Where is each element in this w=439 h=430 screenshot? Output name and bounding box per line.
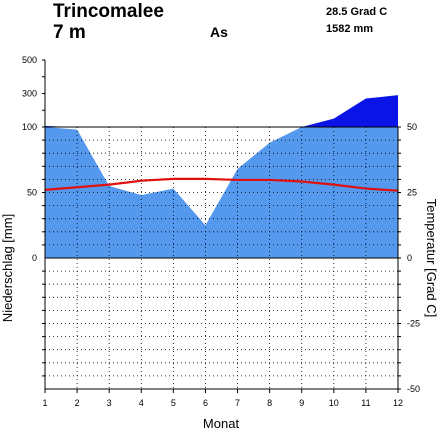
left-tick-label: 0 bbox=[32, 253, 37, 263]
x-tick-label: 5 bbox=[171, 398, 176, 408]
right-tick-label: -50 bbox=[407, 384, 420, 394]
annual-precipitation: 1582 mm bbox=[326, 23, 373, 35]
left-tick-label: 500 bbox=[22, 55, 37, 65]
right-tick-label: 0 bbox=[407, 253, 412, 263]
x-tick-label: 2 bbox=[75, 398, 80, 408]
x-axis-label: Monat bbox=[203, 416, 240, 430]
precipitation-area bbox=[45, 127, 398, 258]
x-tick-label: 6 bbox=[203, 398, 208, 408]
station-name: Trincomalee bbox=[53, 1, 164, 22]
x-tick-label: 4 bbox=[139, 398, 144, 408]
y-axis-label-precipitation: Niederschlag [mm] bbox=[0, 214, 15, 322]
x-tick-label: 3 bbox=[107, 398, 112, 408]
mean-temperature: 28.5 Grad C bbox=[326, 6, 387, 18]
x-tick-label: 7 bbox=[235, 398, 240, 408]
x-tick-label: 12 bbox=[393, 398, 403, 408]
station-elevation: 7 m bbox=[53, 22, 86, 43]
plot-area bbox=[44, 95, 399, 389]
temperature-line bbox=[44, 177, 399, 192]
left-tick-label: 100 bbox=[22, 122, 37, 132]
climate-class: As bbox=[210, 24, 228, 40]
x-tick-label: 10 bbox=[329, 398, 339, 408]
y-axis-label-temperature: Temperatur [Grad C] bbox=[424, 199, 439, 318]
right-tick-label: 25 bbox=[407, 188, 417, 198]
x-tick-label: 8 bbox=[267, 398, 272, 408]
left-tick-label: 50 bbox=[27, 188, 37, 198]
x-tick-label: 9 bbox=[299, 398, 304, 408]
right-tick-label: 50 bbox=[407, 122, 417, 132]
right-tick-label: -25 bbox=[407, 319, 420, 329]
x-tick-label: 1 bbox=[42, 398, 47, 408]
precipitation-excess-area bbox=[45, 95, 398, 127]
grid bbox=[45, 127, 398, 389]
x-tick-label: 11 bbox=[361, 398, 370, 408]
left-tick-label: 300 bbox=[22, 89, 37, 99]
